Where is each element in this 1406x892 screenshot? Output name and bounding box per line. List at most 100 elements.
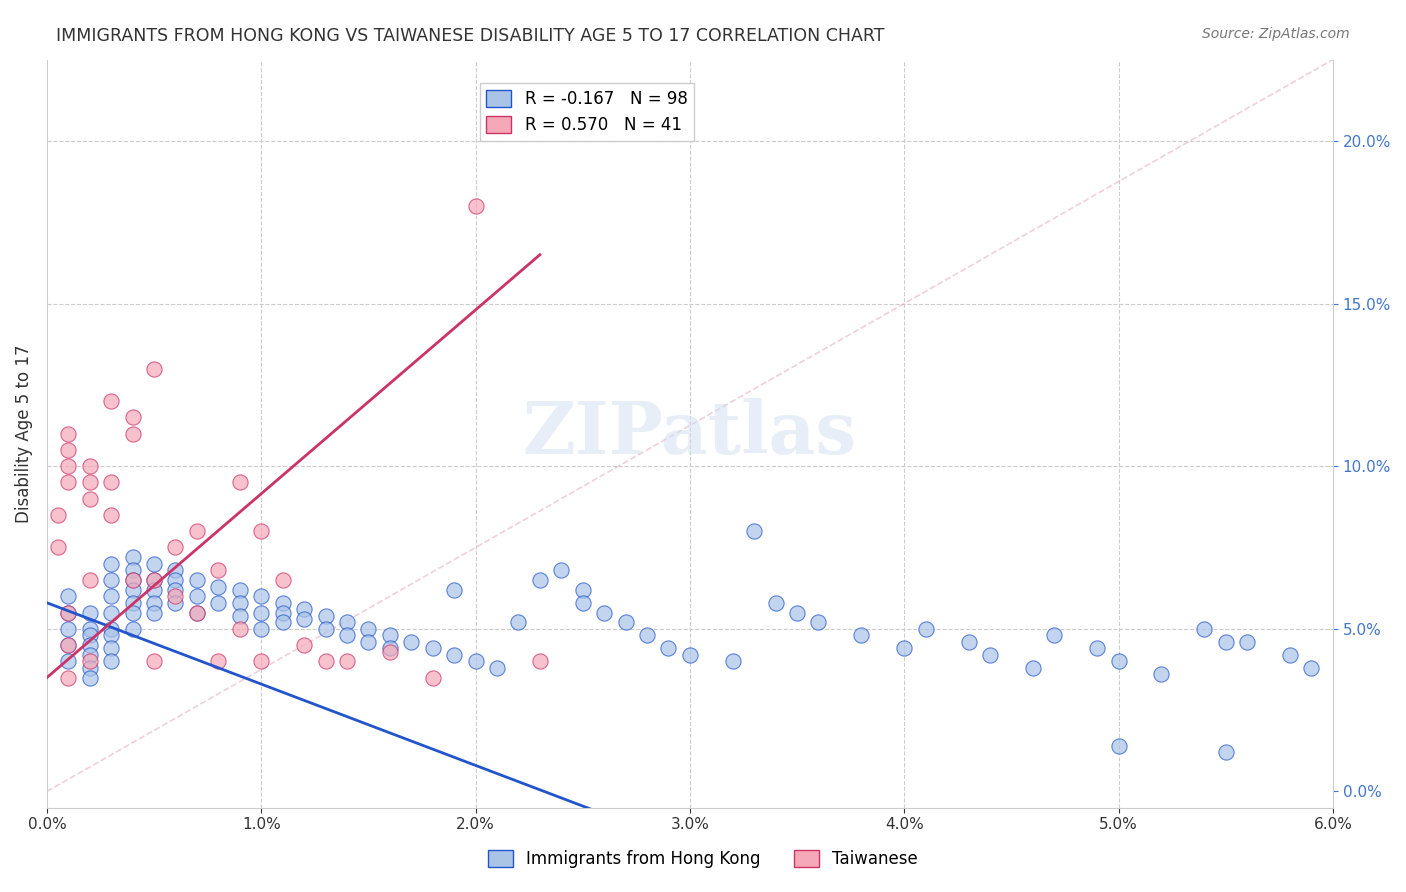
Point (336, 654, 359, 668)
Point (100, 654, 122, 668)
Point (121, 410, 143, 425)
Point (807, 615, 830, 630)
Point (786, 606, 808, 620)
Point (58, 622, 80, 636)
Legend: R = -0.167   N = 98, R = 0.570   N = 41: R = -0.167 N = 98, R = 0.570 N = 41 (479, 83, 695, 141)
Point (636, 628, 658, 642)
Text: IMMIGRANTS FROM HONG KONG VS TAIWANESE DISABILITY AGE 5 TO 17 CORRELATION CHART: IMMIGRANTS FROM HONG KONG VS TAIWANESE D… (56, 27, 884, 45)
Point (1108, 654, 1130, 668)
Point (79, 459, 101, 474)
Point (121, 573, 143, 587)
Point (121, 582, 143, 597)
Point (143, 557, 166, 571)
Point (550, 563, 572, 577)
Point (58, 671, 80, 685)
Point (1085, 641, 1108, 656)
Point (529, 654, 551, 668)
Point (121, 550, 143, 565)
Point (229, 608, 252, 623)
Point (721, 654, 744, 668)
Point (58, 606, 80, 620)
Point (464, 654, 486, 668)
Point (100, 589, 122, 603)
Point (378, 641, 401, 656)
Point (100, 394, 122, 409)
Point (1301, 661, 1323, 675)
Point (58, 442, 80, 457)
Point (271, 615, 294, 630)
Point (186, 606, 208, 620)
Point (357, 622, 380, 636)
Point (250, 524, 273, 539)
Point (571, 596, 593, 610)
Point (508, 615, 530, 630)
Point (121, 596, 143, 610)
Point (100, 641, 122, 656)
Point (229, 475, 252, 490)
Point (292, 612, 315, 626)
Point (742, 524, 765, 539)
Text: ZIPatlas: ZIPatlas (523, 398, 858, 469)
Point (143, 606, 166, 620)
Point (143, 654, 166, 668)
Point (250, 622, 273, 636)
Point (1043, 628, 1066, 642)
Point (336, 628, 359, 642)
Point (79, 491, 101, 506)
Point (1215, 635, 1237, 649)
Point (79, 573, 101, 587)
Point (529, 573, 551, 587)
Point (79, 622, 101, 636)
Point (914, 622, 936, 636)
Point (614, 615, 637, 630)
Point (58, 638, 80, 652)
Point (422, 671, 444, 685)
Point (1215, 745, 1237, 759)
Point (443, 648, 465, 662)
Point (186, 573, 208, 587)
Point (100, 557, 122, 571)
Point (464, 199, 486, 213)
Point (593, 606, 616, 620)
Point (79, 628, 101, 642)
Point (422, 641, 444, 656)
Point (58, 606, 80, 620)
Point (250, 654, 273, 668)
Point (401, 635, 423, 649)
Point (378, 628, 401, 642)
Point (271, 573, 294, 587)
Point (100, 475, 122, 490)
Point (315, 654, 337, 668)
Point (765, 596, 787, 610)
Point (100, 622, 122, 636)
Point (100, 508, 122, 522)
Point (571, 582, 593, 597)
Point (485, 661, 508, 675)
Point (100, 573, 122, 587)
Text: Source: ZipAtlas.com: Source: ZipAtlas.com (1202, 27, 1350, 41)
Point (165, 541, 187, 555)
Point (46, 508, 69, 522)
Point (292, 638, 315, 652)
Point (207, 596, 229, 610)
Point (143, 573, 166, 587)
Point (979, 648, 1001, 662)
Point (250, 606, 273, 620)
Point (58, 589, 80, 603)
Point (851, 628, 873, 642)
Point (229, 596, 252, 610)
Point (165, 582, 187, 597)
Point (378, 644, 401, 658)
Legend: Immigrants from Hong Kong, Taiwanese: Immigrants from Hong Kong, Taiwanese (481, 843, 925, 875)
Point (121, 622, 143, 636)
Point (165, 563, 187, 577)
Point (58, 654, 80, 668)
Point (1236, 635, 1258, 649)
Point (186, 606, 208, 620)
Y-axis label: Disability Age 5 to 17: Disability Age 5 to 17 (15, 344, 32, 523)
Point (957, 635, 980, 649)
Point (271, 606, 294, 620)
Point (271, 596, 294, 610)
Point (1022, 661, 1045, 675)
Point (657, 641, 679, 656)
